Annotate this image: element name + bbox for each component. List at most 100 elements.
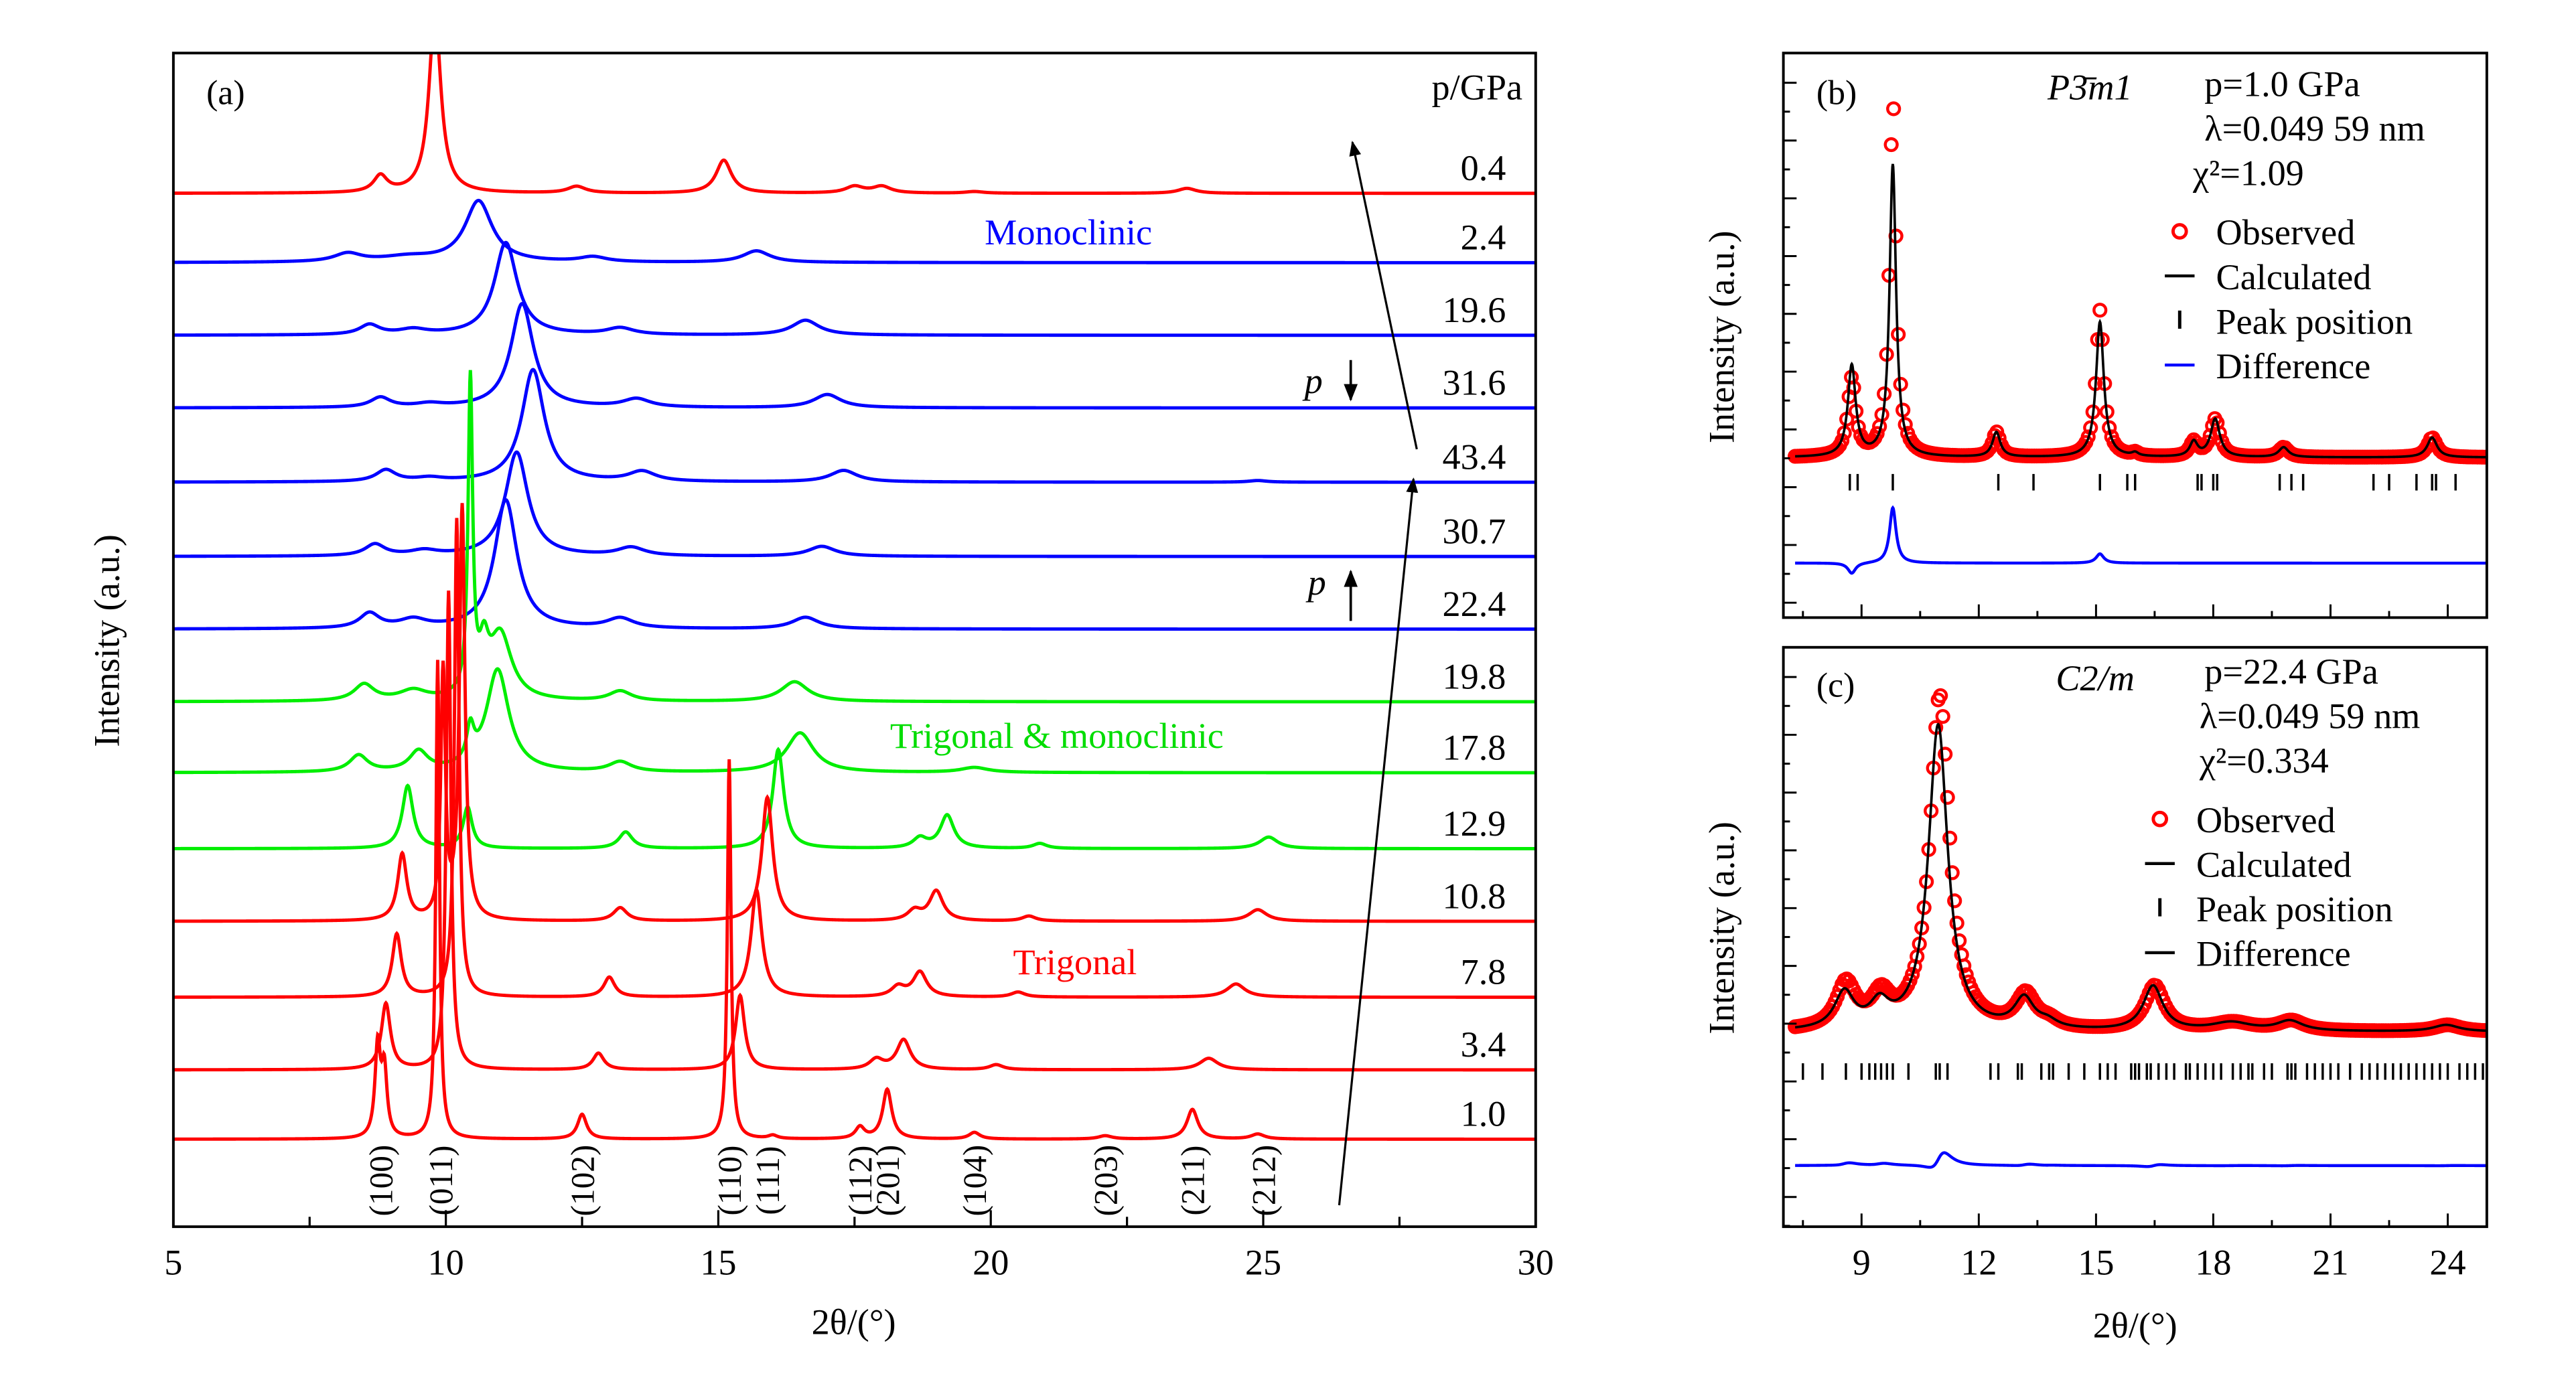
decompression-arrow: [1349, 141, 1418, 450]
y-axis-label-b: Intensity (a.u.): [1702, 230, 1742, 443]
xrd-trace-19.8-gpa: [173, 370, 1536, 704]
pressure-label: 31.6: [1443, 363, 1506, 403]
observed-point: [1942, 830, 1958, 846]
pressure-label: 1.0: [1461, 1094, 1506, 1134]
x-tick-label: 15: [2078, 1243, 2114, 1283]
observed-point: [1935, 708, 1950, 724]
x-tick-label: 25: [1245, 1243, 1281, 1283]
compression-arrow: [1338, 477, 1419, 1206]
panel-label-c: (c): [1816, 667, 1855, 705]
pressure-label: 19.6: [1443, 290, 1506, 330]
observed-point: [2200, 435, 2216, 450]
x-tick-label: 30: [1518, 1243, 1554, 1283]
x-tick-label: 20: [973, 1243, 1009, 1283]
xrd-traces: [173, 53, 1536, 1141]
x-axis-label-c: 2θ/(°): [2093, 1305, 2177, 1345]
legend-label: Observed: [2196, 800, 2336, 840]
xrd-trace-43.4-gpa: [173, 368, 1536, 484]
panel-label-a: (a): [206, 74, 244, 112]
legend-label: Calculated: [2216, 257, 2372, 297]
xrd-trace-1.0-gpa: [173, 660, 1536, 1141]
reflection-labels: (100) (011) (102) (110) (111) (112)(201) (104)…: [362, 1145, 1282, 1217]
difference-curve: [1795, 1151, 2487, 1169]
observed-point: [1956, 958, 1972, 974]
x-tick-label: 5: [164, 1243, 182, 1283]
info-wavelength-b: λ=0.049 59 nm: [2204, 108, 2425, 149]
info-pressure-c: p=22.4 GPa: [2204, 651, 2378, 692]
pressure-label: 2.4: [1461, 218, 1506, 258]
label-trigonal: Trigonal: [1013, 942, 1137, 982]
reflection-label: (100): [362, 1145, 399, 1217]
xrd-trace-17.8-gpa: [173, 667, 1536, 775]
reflection-label: (112): [842, 1146, 879, 1216]
plot-frame-b: [1782, 52, 2488, 619]
legend-label: Peak position: [2196, 889, 2393, 929]
observed-point: [2212, 425, 2227, 441]
reflection-label: (203): [1087, 1145, 1124, 1217]
legend-label: Observed: [2216, 212, 2356, 252]
observed-marker-icon: [2171, 223, 2188, 240]
x-axis-label-a: 2θ/(°): [812, 1302, 896, 1342]
reflection-label: (104): [956, 1145, 993, 1217]
x-tick-label: 18: [2195, 1243, 2231, 1283]
calculated-curve: [1794, 722, 2487, 1032]
difference-curve: [1795, 505, 2487, 575]
panel-c: 9 12 15 18 21 24 (c) C2/m p=22.4 GPa λ=0.049 …: [1702, 645, 2488, 1345]
x-tick-label: 24: [2429, 1243, 2465, 1283]
plot-frame-a: [171, 52, 1537, 1229]
reflection-label: (201): [869, 1145, 906, 1217]
refinement-plot-c: [1788, 688, 2487, 1169]
xrd-trace-3.4-gpa: [173, 591, 1536, 1072]
axis-ticks-c: 9 12 15 18 21 24: [1783, 676, 2466, 1283]
pressure-header: p/GPa: [1432, 67, 1523, 107]
label-trigonal-monoclinic: Trigonal & monoclinic: [890, 716, 1224, 756]
reflection-label: (212): [1245, 1145, 1282, 1217]
observed-point: [1949, 915, 1964, 931]
observed-marker-icon: [2151, 810, 2169, 828]
info-pressure-b: p=1.0 GPa: [2204, 64, 2360, 104]
pressure-label: 17.8: [1443, 727, 1506, 767]
info-wavelength-c: λ=0.049 59 nm: [2200, 696, 2420, 737]
legend-label: Peak position: [2216, 301, 2413, 341]
xrd-trace-22.4-gpa: [173, 497, 1536, 631]
legend-label: Difference: [2196, 934, 2351, 974]
xrd-trace-10.8-gpa: [173, 503, 1536, 923]
pressure-label: 7.8: [1461, 952, 1506, 992]
x-tick-label: 9: [1853, 1243, 1871, 1283]
reflection-label: (110): [711, 1146, 748, 1216]
observed-point: [1940, 789, 1955, 805]
observed-point: [1958, 967, 1974, 982]
observed-point: [2202, 428, 2218, 443]
calculated-curve: [1795, 163, 2487, 459]
reflection-label: (011): [423, 1146, 459, 1216]
space-group-b: P3̄m1: [2047, 67, 2133, 107]
pressure-labels: 0.4 2.4 19.6 31.6 43.4 30.7 22.4 19.8 17.8 12.9 10…: [1443, 148, 1506, 1134]
x-tick-label: 15: [700, 1243, 736, 1283]
reflection-label: (111): [749, 1146, 786, 1215]
observed-point: [1883, 137, 1899, 153]
observed-point: [1952, 933, 1967, 949]
xrd-trace-12.9-gpa: [173, 747, 1536, 850]
observed-point: [1947, 893, 1962, 909]
pressure-arrow-label-up: p: [1305, 562, 1326, 603]
info-chi2-b: χ²=1.09: [2192, 153, 2304, 193]
x-axis-ticks-a: 5 10 15 20 25 30: [164, 1210, 1554, 1283]
observed-point: [1933, 688, 1948, 704]
pressure-label: 19.8: [1443, 656, 1506, 696]
pressure-label: 3.4: [1461, 1024, 1506, 1065]
pressure-label: 12.9: [1443, 803, 1506, 844]
panel-b: (b) P3̄m1 p=1.0 GPa λ=0.049 59 nm χ²=1.0…: [1702, 52, 2488, 619]
observed-point: [1905, 967, 1920, 982]
y-axis-label-c: Intensity (a.u.): [1702, 822, 1742, 1034]
panel-label-b: (b): [1816, 74, 1857, 112]
label-monoclinic: Monoclinic: [985, 212, 1152, 252]
pressure-label: 43.4: [1443, 437, 1506, 477]
legend-label: Calculated: [2196, 844, 2352, 884]
pressure-label: 10.8: [1443, 876, 1506, 916]
reflection-label: (102): [564, 1145, 601, 1217]
xrd-trace-30.7-gpa: [173, 450, 1536, 558]
observed-point: [2080, 429, 2096, 445]
legend-label: Difference: [2216, 346, 2371, 386]
